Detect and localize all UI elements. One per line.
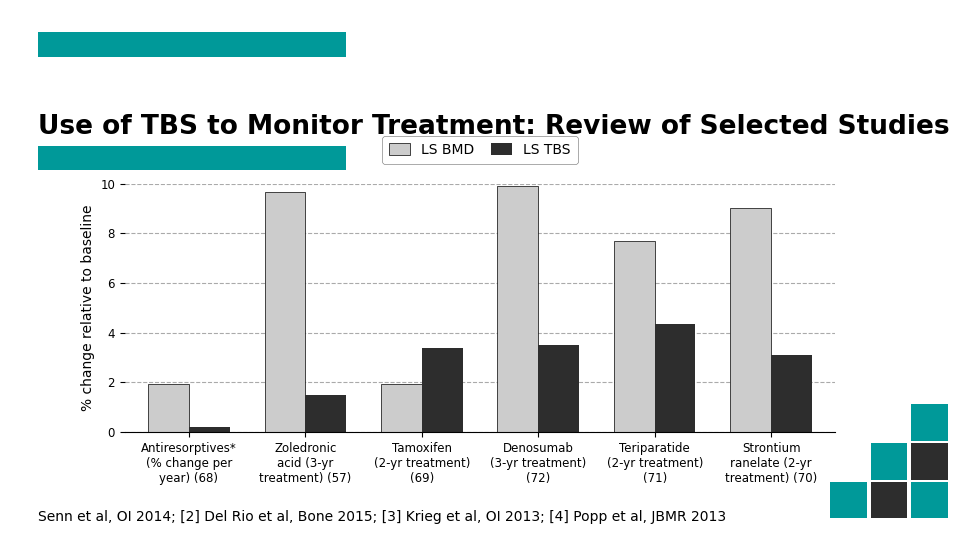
Text: Senn et al, OI 2014; [2] Del Rio et al, Bone 2015; [3] Krieg et al, OI 2013; [4]: Senn et al, OI 2014; [2] Del Rio et al, … (38, 510, 727, 524)
Text: Use of TBS to Monitor Treatment: Review of Selected Studies: Use of TBS to Monitor Treatment: Review … (38, 114, 950, 140)
Bar (497, 186, 539, 432)
Bar (421, 348, 463, 432)
Bar (539, 345, 579, 432)
Legend: LS BMD, LS TBS: LS BMD, LS TBS (382, 136, 578, 164)
Bar (655, 324, 695, 432)
Bar (189, 427, 229, 432)
Bar (771, 355, 812, 432)
Bar (614, 241, 655, 432)
Bar (305, 395, 346, 432)
Bar (265, 192, 305, 432)
Bar (731, 208, 771, 432)
Y-axis label: % change relative to baseline: % change relative to baseline (81, 205, 95, 411)
Bar (381, 383, 421, 432)
Bar (148, 383, 189, 432)
